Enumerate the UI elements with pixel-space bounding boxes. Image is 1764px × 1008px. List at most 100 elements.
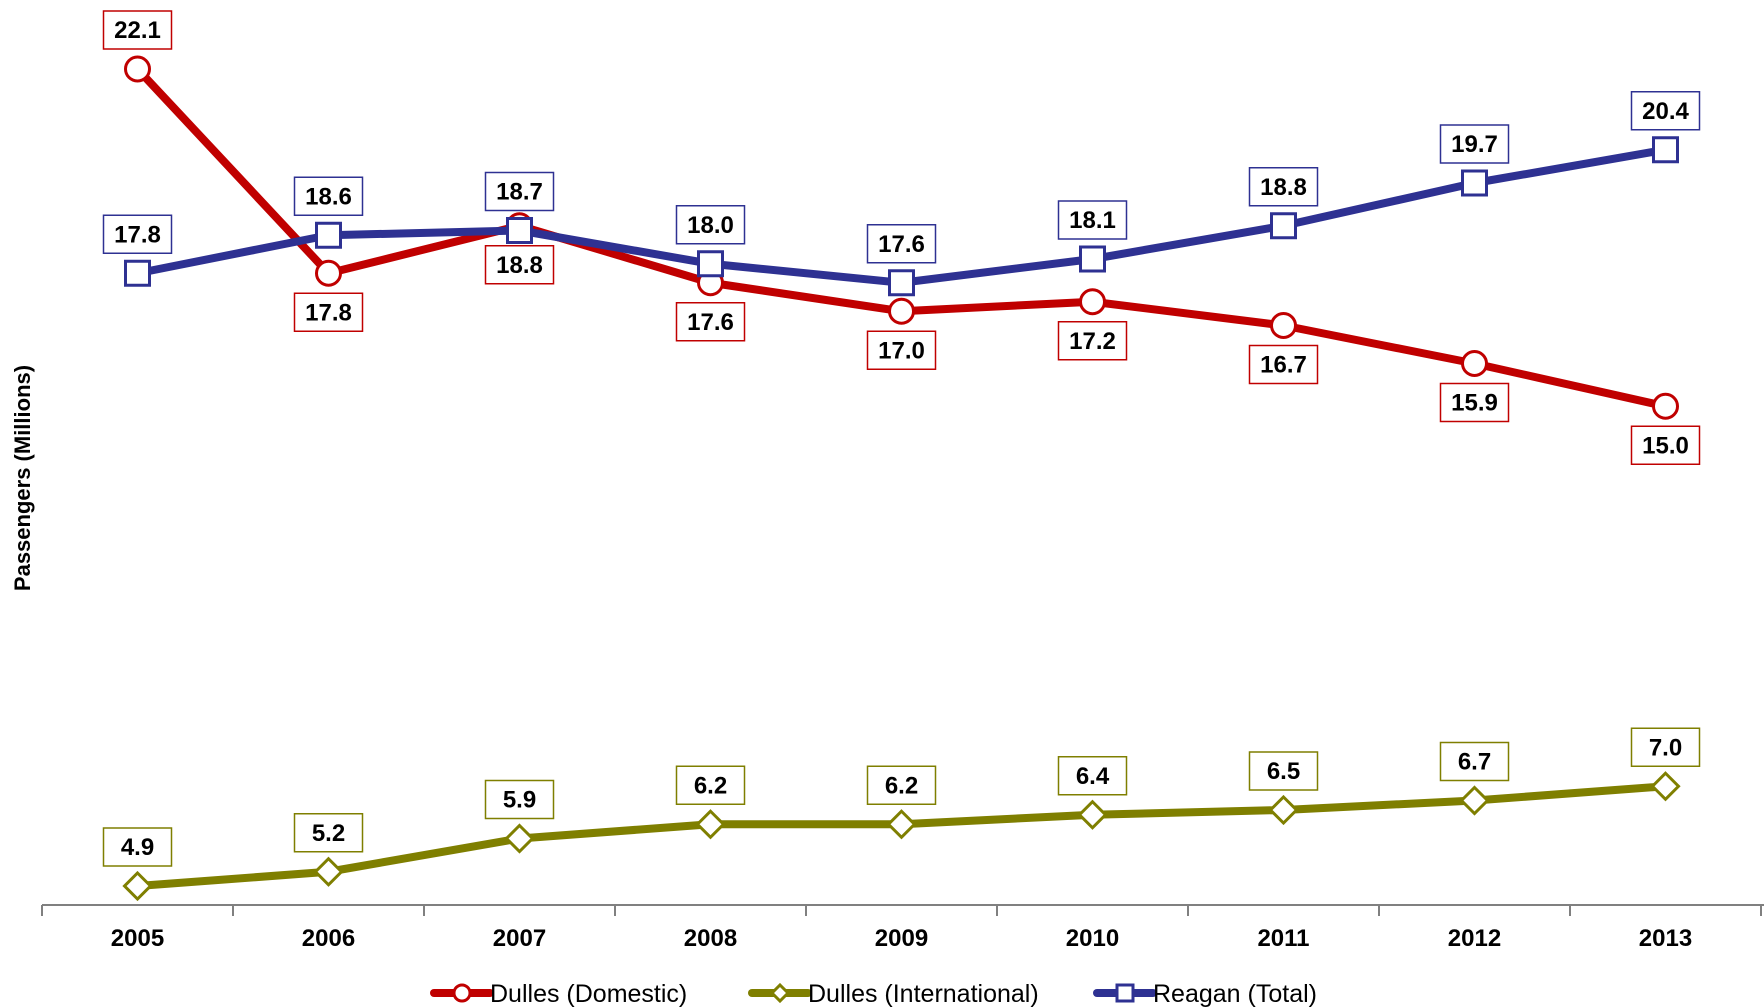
x-tick-label: 2010: [1066, 925, 1119, 952]
data-label-box: [484, 245, 555, 285]
data-label-box: [484, 779, 555, 820]
data-label-box: [102, 827, 173, 867]
circle-marker: [1270, 312, 1297, 339]
diamond-marker: [313, 856, 344, 887]
series-lines: [133, 65, 1670, 890]
data-label-box: [866, 765, 937, 805]
data-label-box: [1248, 751, 1319, 791]
square-marker: [697, 250, 724, 278]
data-label: 5.2: [312, 820, 345, 847]
data-label-box: [1630, 91, 1701, 131]
legend: Dulles (Domestic) Dulles (International) R…: [430, 980, 1317, 1008]
data-label-box: [1630, 425, 1701, 465]
data-label-box: [675, 765, 746, 805]
square-marker: [124, 259, 151, 287]
data-label: 6.2: [885, 772, 918, 799]
data-label-box: [1057, 321, 1128, 361]
data-label-box: [1057, 200, 1128, 240]
data-label-box: [293, 813, 364, 853]
square-marker: [1461, 169, 1488, 197]
data-label: 4.9: [121, 834, 154, 861]
data-label-box: [102, 214, 173, 254]
x-tick-label: 2009: [875, 925, 928, 952]
diamond-marker: [1650, 771, 1681, 802]
data-label: 18.8: [496, 252, 543, 279]
square-marker: [1115, 983, 1135, 1003]
data-labels: 22.1 17.8 18.8 17.6 17.0 17.2 16.7 15.9 15.0 4.9 5…: [102, 10, 1701, 867]
circle-marker: [315, 259, 342, 287]
data-label: 22.1: [114, 17, 161, 44]
circle-marker: [1652, 392, 1679, 420]
diamond-marker: [122, 870, 153, 902]
data-label: 17.2: [1069, 328, 1116, 355]
x-tick-label: 2011: [1257, 925, 1309, 952]
data-label-box: [1439, 382, 1510, 423]
data-label: 5.9: [503, 787, 536, 814]
square-marker: [315, 221, 342, 249]
x-tick-label: 2013: [1639, 925, 1692, 952]
legend-label: Dulles (Domestic): [490, 980, 687, 1008]
data-label: 19.7: [1451, 131, 1498, 158]
data-label: 18.7: [496, 179, 543, 206]
circle-marker: [1461, 350, 1488, 377]
x-tick-label: 2012: [1448, 925, 1501, 952]
series-markers: [122, 55, 1681, 902]
data-label: 6.4: [1076, 763, 1110, 790]
legend-item: Dulles (Domestic): [430, 980, 687, 1008]
data-label-box: [1630, 727, 1701, 767]
data-label-box: [293, 292, 364, 332]
x-tick-label: 2007: [493, 925, 546, 952]
data-label: 7.0: [1649, 734, 1682, 761]
diamond-marker: [769, 982, 791, 1004]
data-label-box: [293, 176, 364, 216]
square-marker: [1652, 136, 1679, 164]
x-tick-label: 2005: [111, 925, 164, 952]
data-label-box: [102, 10, 173, 50]
data-label-box: [675, 205, 746, 245]
data-label: 17.8: [305, 299, 352, 326]
data-label-box: [1248, 167, 1319, 207]
diamond-marker: [886, 809, 917, 840]
data-label: 20.4: [1642, 98, 1689, 125]
data-label: 15.0: [1642, 432, 1689, 459]
circle-marker: [1079, 288, 1106, 316]
data-label-box: [866, 224, 937, 264]
circle-marker: [452, 983, 472, 1003]
data-label: 17.8: [114, 221, 161, 248]
square-marker: [888, 269, 915, 297]
x-tick-label: 2006: [302, 925, 355, 952]
data-label-box: [675, 302, 746, 342]
legend-label: Reagan (Total): [1153, 980, 1317, 1008]
data-label: 18.8: [1260, 174, 1307, 201]
circle-marker: [888, 297, 915, 325]
data-label: 18.1: [1069, 207, 1116, 234]
data-label-box: [484, 171, 555, 212]
data-label: 16.7: [1260, 352, 1307, 379]
data-label: 18.6: [305, 183, 352, 210]
diamond-marker: [695, 809, 726, 840]
data-label: 6.7: [1458, 749, 1491, 776]
x-tick-label: 2008: [684, 925, 737, 952]
circle-marker: [124, 55, 151, 83]
data-label: 6.2: [694, 772, 727, 799]
square-marker: [506, 217, 533, 244]
data-label-box: [866, 330, 937, 370]
x-axis-tick-labels: 2005 2006 2007 2008 2009 2010 2011 2012 2013: [111, 925, 1692, 952]
diamond-marker: [1268, 794, 1299, 826]
data-label-box: [1248, 344, 1319, 385]
legend-item: Dulles (International): [748, 980, 1039, 1008]
data-label-box: [1439, 741, 1510, 782]
data-label: 17.6: [878, 231, 925, 258]
square-marker: [1079, 245, 1106, 273]
legend-item: Reagan (Total): [1093, 980, 1317, 1008]
data-label: 6.5: [1267, 758, 1300, 785]
x-axis-ticks: [41, 905, 1762, 916]
diamond-marker: [1459, 785, 1490, 816]
diamond-marker: [504, 823, 535, 854]
y-axis-title: Passengers (Millions): [10, 365, 35, 591]
diamond-marker: [1077, 799, 1108, 830]
data-label: 15.9: [1451, 390, 1498, 417]
data-label: 17.0: [878, 337, 925, 364]
square-marker: [1270, 212, 1297, 240]
